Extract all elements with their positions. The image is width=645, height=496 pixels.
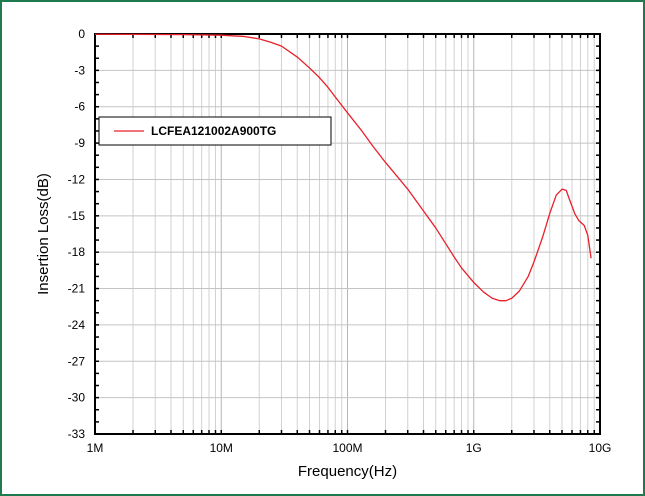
y-tick-label: -18	[68, 245, 86, 259]
y-tick-label: -9	[74, 136, 85, 150]
y-tick-label: -3	[74, 63, 85, 77]
y-tick-label: -15	[68, 209, 86, 223]
plot-border	[94, 33, 601, 435]
x-axis-title: Frequency(Hz)	[298, 463, 397, 480]
x-tick-label: 1M	[87, 441, 104, 455]
legend: LCFEA121002A900TG	[98, 116, 332, 146]
x-tick-label: 1G	[466, 441, 482, 455]
y-axis-title: Insertion Loss(dB)	[35, 173, 52, 295]
y-tick-label: 0	[78, 27, 85, 41]
y-tick-label: -24	[68, 318, 86, 332]
y-tick-label: -27	[68, 354, 86, 368]
y-tick-label: -33	[68, 427, 86, 441]
series-layer	[94, 33, 592, 302]
series-line	[94, 33, 592, 302]
y-tick-label: -30	[68, 391, 86, 405]
tick-labels: 1M 10M 100M 1G 10G 0 -3 -6 -9 -12 -15 -18 -21 -24 -27 -…	[68, 27, 612, 455]
grid	[94, 33, 600, 435]
y-tick-label: -21	[68, 282, 86, 296]
y-tick-label: -6	[74, 100, 85, 114]
x-tick-label: 10M	[210, 441, 233, 455]
x-tick-label: 10G	[589, 441, 612, 455]
x-tick-label: 100M	[332, 441, 362, 455]
legend-label: LCFEA121002A900TG	[151, 124, 276, 138]
y-tick-label: -12	[68, 172, 86, 186]
